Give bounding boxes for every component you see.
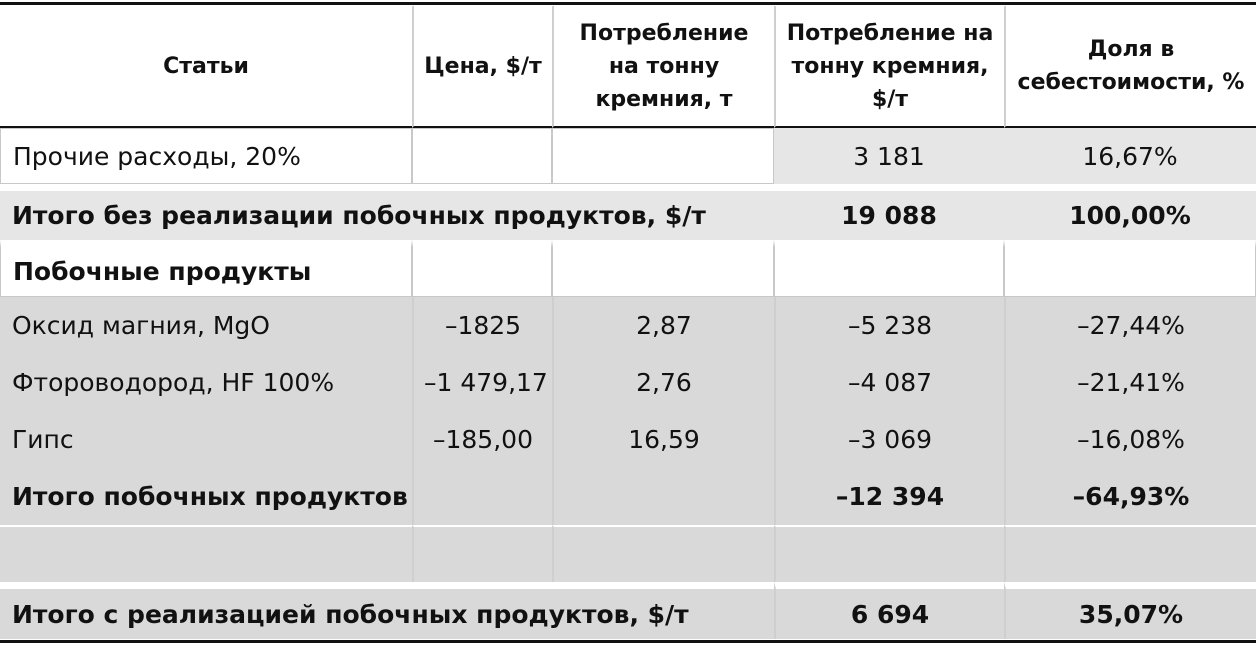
row-share: –16,08%	[1004, 411, 1256, 468]
table-row: Фтороводород, HF 100% –1 479,17 2,76 –4 …	[0, 354, 1256, 411]
row-label: Прочие расходы, 20%	[0, 128, 412, 184]
row-label: Побочные продукты	[0, 240, 412, 297]
row-consumption-usd: –4 087	[774, 354, 1004, 411]
row-label: Оксид магния, MgO	[0, 297, 412, 354]
row-label: Фтороводород, HF 100%	[0, 354, 412, 411]
row-label	[0, 525, 412, 582]
row-consumption-usd: 19 088	[774, 184, 1004, 240]
row-share: –64,93%	[1004, 468, 1256, 525]
row-price: –1 479,17	[412, 354, 552, 411]
row-price	[412, 128, 552, 184]
row-price	[412, 525, 552, 582]
row-share: –27,44%	[1004, 297, 1256, 354]
row-share: –21,41%	[1004, 354, 1256, 411]
row-consumption-usd: –5 238	[774, 297, 1004, 354]
row-label: Гипс	[0, 411, 412, 468]
table-row-empty	[0, 525, 1256, 582]
row-share: 16,67%	[1004, 128, 1256, 184]
table-row: Оксид магния, MgO –1825 2,87 –5 238 –27,…	[0, 297, 1256, 354]
table-row: Прочие расходы, 20% 3 181 16,67%	[0, 128, 1256, 184]
row-consumption-usd: –12 394	[774, 468, 1004, 525]
row-label: Итого побочных продуктов	[0, 468, 412, 525]
table-row-total-byproducts: Итого побочных продуктов –12 394 –64,93%	[0, 468, 1256, 525]
top-rule	[0, 2, 1256, 5]
row-consumption-t	[552, 240, 774, 297]
row-share	[1004, 240, 1256, 297]
row-share	[1004, 525, 1256, 582]
row-price: –185,00	[412, 411, 552, 468]
row-consumption-usd: –3 069	[774, 411, 1004, 468]
row-consumption-t: 2,76	[552, 354, 774, 411]
row-label: Итого без реализации побочных продуктов,…	[0, 184, 774, 240]
row-consumption-usd: 6 694	[774, 582, 1004, 639]
header-share: Доля в себестоимости, %	[1004, 6, 1256, 128]
table-row-total-no-byproducts: Итого без реализации побочных продуктов,…	[0, 184, 1256, 240]
row-consumption-t	[552, 468, 774, 525]
row-share: 35,07%	[1004, 582, 1256, 639]
row-consumption-t	[552, 525, 774, 582]
row-share: 100,00%	[1004, 184, 1256, 240]
row-price	[412, 240, 552, 297]
row-consumption-t: 2,87	[552, 297, 774, 354]
header-row: Статьи Цена, $/т Потребление на тонну кр…	[0, 6, 1256, 128]
header-price: Цена, $/т	[412, 6, 552, 128]
header-items: Статьи	[0, 6, 412, 128]
table-row-section-byproducts: Побочные продукты	[0, 240, 1256, 297]
row-consumption-t: 16,59	[552, 411, 774, 468]
bottom-rule	[0, 640, 1256, 643]
table-row-total-with-byproducts: Итого с реализацией побочных продуктов, …	[0, 582, 1256, 639]
row-consumption-t	[552, 128, 774, 184]
header-consumption-t: Потребление на тонну кремния, т	[552, 6, 774, 128]
row-consumption-usd	[774, 525, 1004, 582]
row-price: –1825	[412, 297, 552, 354]
cost-table: Статьи Цена, $/т Потребление на тонну кр…	[0, 6, 1256, 639]
row-consumption-usd: 3 181	[774, 128, 1004, 184]
row-label: Итого с реализацией побочных продуктов, …	[0, 582, 774, 639]
row-price	[412, 468, 552, 525]
row-consumption-usd	[774, 240, 1004, 297]
table-row: Гипс –185,00 16,59 –3 069 –16,08%	[0, 411, 1256, 468]
header-consumption-usd: Потребление на тонну кремния, $/т	[774, 6, 1004, 128]
